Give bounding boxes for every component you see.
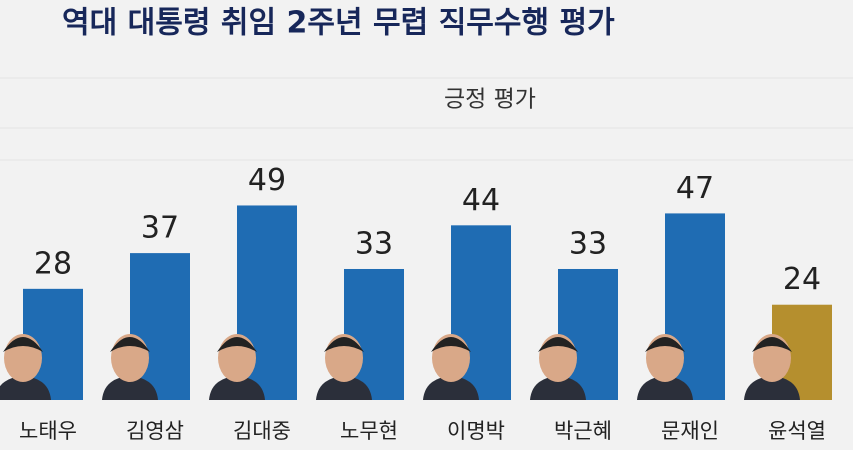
portrait-suit	[530, 376, 586, 400]
x-tick-label: 김영삼	[126, 419, 184, 443]
value-label: 33	[355, 226, 393, 261]
x-tick-label: 이명박	[447, 419, 505, 443]
value-label: 33	[569, 226, 607, 261]
x-tick-label: 노무현	[340, 419, 398, 443]
portrait-hair	[217, 337, 257, 352]
portrait-suit	[316, 376, 372, 400]
portrait-hair	[431, 337, 471, 352]
portrait-suit	[0, 376, 51, 400]
x-tick-label: 노태우	[19, 419, 77, 443]
portrait-hair	[3, 337, 43, 352]
portrait-suit	[637, 376, 693, 400]
portrait-suit	[744, 376, 800, 400]
chart-title: 역대 대통령 취임 2주년 무렵 직무수행 평가	[62, 6, 615, 41]
portrait-hair	[324, 337, 364, 352]
value-label: 37	[141, 211, 179, 246]
portrait-suit	[423, 376, 479, 400]
value-label: 28	[34, 246, 72, 281]
value-label: 47	[676, 171, 714, 206]
portrait-suit	[102, 376, 158, 400]
portrait-hair	[538, 337, 578, 352]
x-tick-label: 문재인	[661, 419, 719, 443]
x-tick-label: 박근혜	[554, 419, 612, 443]
x-tick-label: 김대중	[233, 419, 291, 443]
portrait-suit	[209, 376, 265, 400]
portrait-hair	[645, 337, 685, 352]
portrait-hair	[752, 337, 792, 352]
portrait-hair	[110, 337, 150, 352]
x-tick-label: 윤석열	[768, 419, 826, 443]
value-label: 49	[248, 163, 286, 198]
value-label: 44	[462, 183, 500, 218]
chart-subtitle: 긍정 평가	[444, 87, 536, 113]
value-label: 24	[783, 262, 821, 297]
